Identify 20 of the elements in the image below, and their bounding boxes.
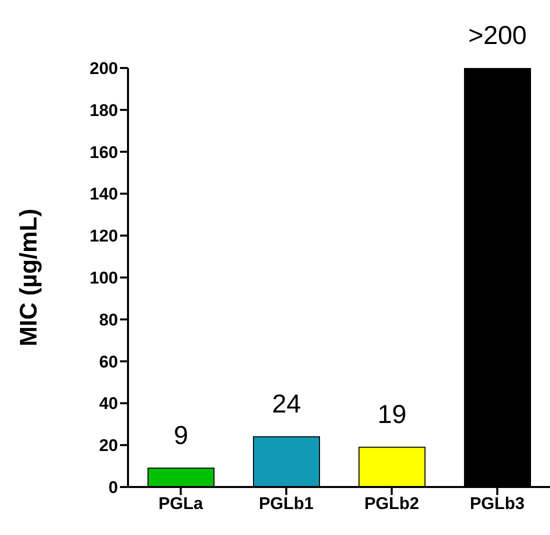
x-tick-label: PGLa (158, 494, 204, 514)
y-tick-label: 120 (90, 226, 118, 246)
y-tick-label: 160 (90, 142, 118, 162)
y-tick-label: 80 (99, 310, 118, 330)
y-tick-label: 20 (99, 436, 118, 456)
data-label: >200 (468, 20, 527, 50)
y-tick-label: 180 (90, 100, 118, 120)
y-tick-label: 60 (99, 352, 118, 372)
y-tick-label: 140 (90, 184, 118, 204)
y-tick-label: 0 (108, 478, 118, 498)
y-tick-label: 40 (99, 394, 118, 414)
data-label: 24 (272, 388, 301, 419)
y-tick-label: 200 (90, 59, 118, 78)
y-tick-label: 100 (90, 268, 118, 288)
x-tick-label: PGLb1 (258, 494, 314, 514)
data-label: 19 (378, 399, 406, 430)
x-tick-label: PGLb2 (364, 494, 420, 514)
x-tick-label: PGLb3 (470, 494, 525, 514)
y-axis-title: MIC (µg/mL) (16, 208, 43, 346)
data-label: 9 (174, 420, 188, 450)
